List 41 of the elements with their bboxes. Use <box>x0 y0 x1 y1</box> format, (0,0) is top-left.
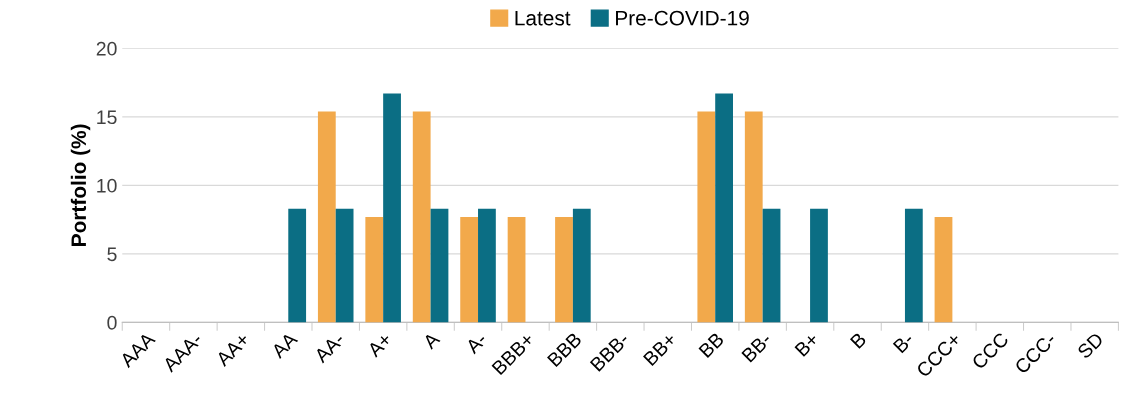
bar <box>555 216 573 323</box>
bar <box>507 216 526 323</box>
x-tick-label: B+ <box>794 331 820 357</box>
y-tick-label: 0 <box>107 315 117 330</box>
x-tick-label: A- <box>464 331 488 355</box>
bar <box>715 93 733 323</box>
bar <box>383 93 401 323</box>
bar <box>904 208 923 323</box>
bar <box>430 208 449 323</box>
y-tick-label: 5 <box>107 247 117 262</box>
x-tick-label: B- <box>892 331 915 354</box>
bar <box>762 208 781 323</box>
bar <box>317 111 336 323</box>
x-tick-label: AA+ <box>215 331 251 368</box>
y-axis-title: Portfolio (%) <box>70 124 91 246</box>
x-tick-label: BB+ <box>643 331 678 366</box>
bar <box>572 208 591 323</box>
x-tick-label: BB- <box>741 331 772 363</box>
x-tick-label: AA <box>270 331 299 360</box>
y-tick-label: 20 <box>96 41 117 56</box>
bar <box>288 208 307 323</box>
x-tick-label: A <box>421 331 441 350</box>
bar <box>365 216 384 323</box>
x-tick-label: B <box>849 331 867 349</box>
bar <box>934 216 953 323</box>
y-tick-label: 10 <box>97 178 117 193</box>
bar <box>744 111 763 323</box>
bar <box>335 208 354 323</box>
bar <box>810 208 828 323</box>
bar <box>460 216 479 323</box>
x-tick-label: AA- <box>313 331 346 364</box>
y-tick-label: 15 <box>97 110 117 125</box>
x-tick-label: AAA <box>118 331 156 369</box>
bar <box>697 111 716 323</box>
bar <box>478 208 496 323</box>
x-tick-label: BB <box>698 331 725 358</box>
legend-label: Latest <box>515 10 571 26</box>
legend-label: Pre-COVID-19 <box>616 10 749 26</box>
x-tick-label: A+ <box>366 331 393 358</box>
x-tick-label: SD <box>1076 331 1105 360</box>
bar <box>412 111 431 323</box>
